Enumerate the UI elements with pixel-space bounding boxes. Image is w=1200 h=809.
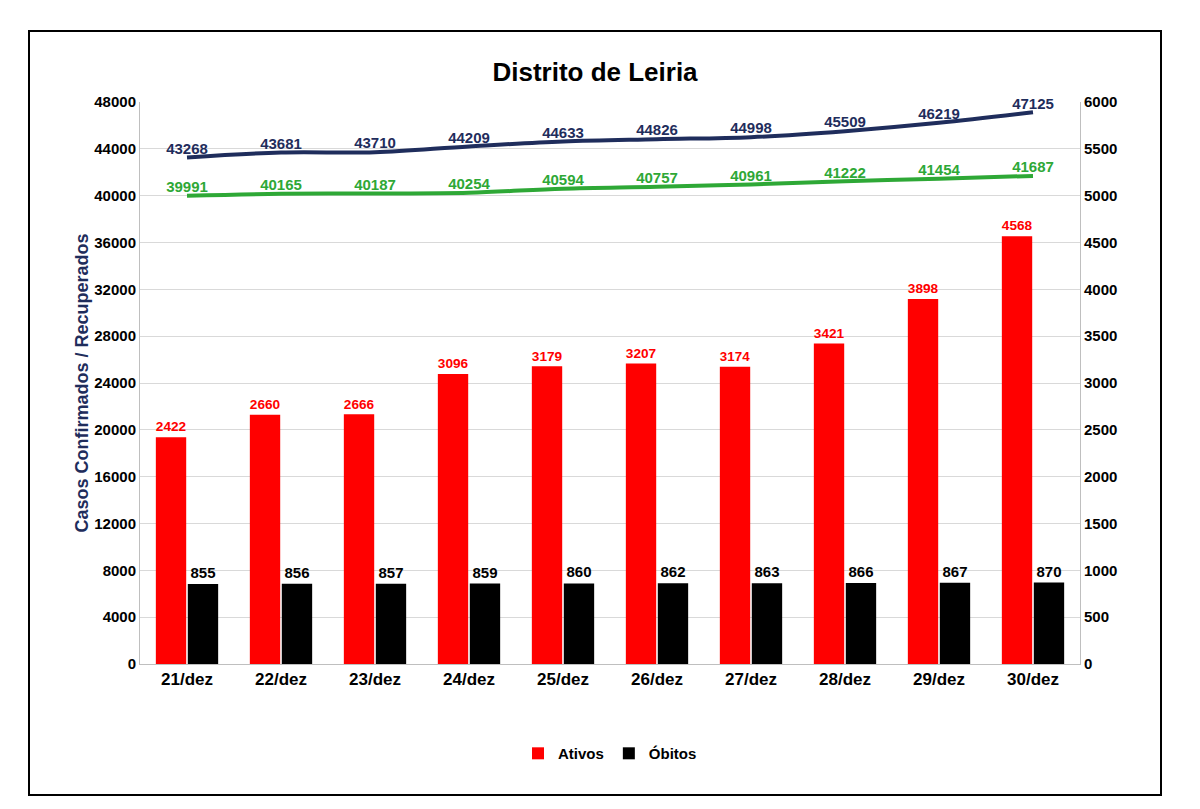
svg-text:43710: 43710 <box>354 134 396 151</box>
svg-text:Ativos: Ativos <box>558 745 604 762</box>
svg-text:36000: 36000 <box>94 234 136 251</box>
svg-text:41454: 41454 <box>918 161 960 178</box>
svg-text:862: 862 <box>660 563 685 580</box>
svg-text:24/dez: 24/dez <box>443 670 495 689</box>
svg-text:3421: 3421 <box>814 326 845 341</box>
svg-text:870: 870 <box>1036 563 1061 580</box>
svg-text:867: 867 <box>942 563 967 580</box>
svg-text:28000: 28000 <box>94 327 136 344</box>
svg-text:3000: 3000 <box>1084 374 1117 391</box>
svg-text:46219: 46219 <box>918 105 960 122</box>
svg-text:16000: 16000 <box>94 468 136 485</box>
svg-text:5000: 5000 <box>1084 187 1117 204</box>
svg-text:500: 500 <box>1084 608 1109 625</box>
svg-text:40594: 40594 <box>542 171 584 188</box>
svg-text:44209: 44209 <box>448 129 490 146</box>
svg-text:Distrito de Leiria: Distrito de Leiria <box>492 57 698 87</box>
svg-text:4568: 4568 <box>1002 218 1033 233</box>
svg-text:3174: 3174 <box>720 349 750 364</box>
svg-text:44998: 44998 <box>730 119 772 136</box>
svg-text:28/dez: 28/dez <box>819 670 871 689</box>
svg-text:863: 863 <box>754 563 779 580</box>
svg-text:4000: 4000 <box>1084 281 1117 298</box>
svg-text:40757: 40757 <box>636 169 678 186</box>
svg-text:41222: 41222 <box>824 164 866 181</box>
svg-text:40165: 40165 <box>260 176 302 193</box>
svg-text:860: 860 <box>566 563 591 580</box>
svg-text:1000: 1000 <box>1084 562 1117 579</box>
svg-text:47125: 47125 <box>1012 94 1054 111</box>
svg-text:0: 0 <box>1084 655 1092 672</box>
svg-text:41687: 41687 <box>1012 158 1054 175</box>
svg-text:855: 855 <box>190 564 215 581</box>
svg-text:857: 857 <box>378 564 403 581</box>
svg-text:43268: 43268 <box>166 140 208 157</box>
svg-text:856: 856 <box>284 564 309 581</box>
svg-text:45509: 45509 <box>824 113 866 130</box>
svg-text:3179: 3179 <box>532 349 563 364</box>
svg-text:30/dez: 30/dez <box>1007 670 1059 689</box>
svg-text:21/dez: 21/dez <box>161 670 213 689</box>
svg-text:26/dez: 26/dez <box>631 670 683 689</box>
svg-text:0: 0 <box>128 655 136 672</box>
svg-text:5500: 5500 <box>1084 140 1117 157</box>
svg-text:2500: 2500 <box>1084 421 1117 438</box>
svg-text:44633: 44633 <box>542 124 584 141</box>
svg-text:20000: 20000 <box>94 421 136 438</box>
svg-text:27/dez: 27/dez <box>725 670 777 689</box>
svg-text:4500: 4500 <box>1084 234 1117 251</box>
svg-text:43681: 43681 <box>260 135 302 152</box>
svg-text:8000: 8000 <box>103 562 136 579</box>
svg-text:40961: 40961 <box>730 167 772 184</box>
svg-text:2422: 2422 <box>156 419 187 434</box>
svg-text:2666: 2666 <box>344 397 375 412</box>
svg-text:3500: 3500 <box>1084 327 1117 344</box>
svg-text:2660: 2660 <box>250 397 281 412</box>
svg-text:48000: 48000 <box>94 93 136 110</box>
svg-text:22/dez: 22/dez <box>255 670 307 689</box>
svg-text:1500: 1500 <box>1084 515 1117 532</box>
svg-text:44826: 44826 <box>636 121 678 138</box>
svg-text:3898: 3898 <box>908 281 939 296</box>
svg-text:40254: 40254 <box>448 175 490 192</box>
svg-text:40000: 40000 <box>94 187 136 204</box>
svg-text:2000: 2000 <box>1084 468 1117 485</box>
svg-text:29/dez: 29/dez <box>913 670 965 689</box>
svg-text:859: 859 <box>472 564 497 581</box>
svg-text:23/dez: 23/dez <box>349 670 401 689</box>
svg-text:866: 866 <box>848 563 873 580</box>
svg-text:Casos Confirmados / Recuperado: Casos Confirmados / Recuperados <box>72 233 92 532</box>
svg-text:24000: 24000 <box>94 374 136 391</box>
svg-text:3207: 3207 <box>626 346 656 361</box>
svg-text:Óbitos: Óbitos <box>649 745 697 762</box>
svg-text:25/dez: 25/dez <box>537 670 589 689</box>
svg-text:44000: 44000 <box>94 140 136 157</box>
svg-text:40187: 40187 <box>354 176 396 193</box>
svg-text:4000: 4000 <box>103 608 136 625</box>
svg-text:32000: 32000 <box>94 281 136 298</box>
svg-text:12000: 12000 <box>94 515 136 532</box>
svg-text:39991: 39991 <box>166 178 208 195</box>
svg-text:6000: 6000 <box>1084 93 1117 110</box>
svg-text:3096: 3096 <box>438 356 469 371</box>
